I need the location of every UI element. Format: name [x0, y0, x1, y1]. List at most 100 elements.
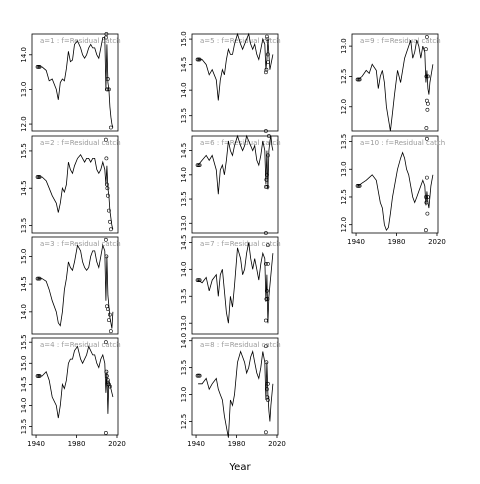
data-point	[37, 276, 42, 281]
data-point	[37, 65, 42, 69]
data-point	[357, 183, 362, 188]
data-point	[104, 430, 108, 435]
panel-frame	[191, 135, 279, 234]
data-point	[106, 193, 110, 198]
data-point	[425, 101, 430, 106]
y-tick-label: 14.5	[180, 235, 188, 251]
panel-frame	[31, 135, 119, 234]
y-tick-label: 14.5	[20, 377, 28, 393]
series-line	[197, 242, 274, 324]
data-point	[265, 243, 270, 248]
data-point	[104, 35, 108, 40]
y-tick-label: 12.0	[340, 99, 348, 115]
data-point	[263, 261, 268, 266]
y-tick-label: 14.0	[180, 82, 188, 98]
panel-frame	[31, 33, 119, 132]
data-point	[264, 387, 269, 392]
data-point	[425, 107, 430, 112]
y-tick-label: 15.0	[20, 249, 28, 265]
data-point	[424, 175, 429, 180]
data-point	[265, 52, 270, 57]
panel-strip-label: a=3 : f=Residual catch	[40, 240, 121, 248]
x-tick-label: 1940	[347, 238, 365, 246]
x-tick-label: 1980	[388, 238, 406, 246]
data-point	[424, 35, 429, 39]
data-point	[197, 373, 202, 378]
data-point	[263, 344, 268, 349]
y-tick-label: 14.0	[20, 47, 28, 63]
panel-frame	[351, 135, 439, 234]
data-point	[104, 369, 109, 374]
y-tick-label: 15.5	[20, 143, 28, 159]
data-point	[105, 182, 109, 187]
panel-strip-label: a=6 : f=Residual catch	[200, 139, 281, 147]
data-point	[109, 125, 113, 130]
x-tick-label: 1940	[27, 440, 45, 448]
series-line	[38, 345, 114, 419]
data-point	[104, 340, 108, 345]
y-tick-label: 12.5	[340, 189, 348, 205]
data-point	[425, 74, 430, 79]
x-tick-label: 1980	[228, 440, 246, 448]
x-tick-label: 2020	[268, 440, 286, 448]
data-point	[197, 163, 202, 168]
data-point	[104, 156, 109, 161]
data-point	[263, 318, 268, 323]
y-tick-label: 12.5	[180, 414, 188, 430]
y-tick-label: 13.0	[180, 216, 188, 232]
data-point	[425, 211, 430, 216]
data-point	[263, 231, 268, 235]
y-tick-label: 12.5	[340, 69, 348, 85]
data-point	[197, 278, 202, 283]
y-tick-label: 14.5	[180, 57, 188, 73]
panel-strip-label: a=7 : f=Residual catch	[200, 240, 281, 248]
panel-frame	[31, 236, 119, 335]
data-point	[265, 381, 270, 386]
data-point	[106, 77, 110, 81]
data-point	[423, 228, 428, 233]
data-point	[424, 74, 429, 79]
panel-strip-label: a=1 : f=Residual catch	[40, 37, 121, 45]
panel-frame	[191, 33, 279, 132]
data-point	[263, 184, 268, 189]
y-tick-label: 15.0	[20, 356, 28, 372]
series-line	[198, 32, 274, 101]
data-point	[107, 87, 111, 92]
data-point	[265, 261, 270, 266]
x-tick-label: 2020	[428, 238, 446, 246]
y-tick-label: 15.5	[20, 334, 28, 350]
y-tick-label: 13.0	[180, 387, 188, 403]
y-tick-label: 13.5	[180, 288, 188, 304]
y-tick-label: 15.0	[180, 31, 188, 47]
data-point	[263, 129, 268, 133]
y-tick-label: 13.0	[340, 38, 348, 54]
data-point	[264, 172, 269, 177]
series-line	[197, 134, 274, 195]
data-point	[424, 136, 429, 141]
series-line	[38, 37, 114, 128]
panel-frame	[351, 33, 439, 132]
data-point	[105, 374, 109, 378]
data-point	[264, 288, 269, 293]
data-point	[107, 382, 111, 387]
panel-strip-label: a=2 : f=Residual catch	[40, 139, 121, 147]
y-tick-label: 14.0	[180, 262, 188, 278]
series-line	[38, 243, 114, 329]
y-tick-label: 12.0	[20, 116, 28, 132]
data-point	[106, 307, 110, 312]
panel-frame	[191, 337, 279, 436]
y-tick-label: 14.5	[20, 276, 28, 292]
data-point	[266, 134, 271, 138]
data-point	[264, 360, 269, 365]
data-point	[37, 374, 42, 378]
series-line	[198, 349, 274, 438]
series-line	[357, 151, 434, 232]
data-point	[264, 177, 269, 182]
x-tick-label: 1940	[187, 440, 205, 448]
y-tick-label: 14.5	[180, 143, 188, 159]
data-point	[425, 195, 430, 199]
data-point	[106, 378, 110, 383]
data-point	[105, 186, 110, 191]
data-point	[265, 37, 270, 42]
